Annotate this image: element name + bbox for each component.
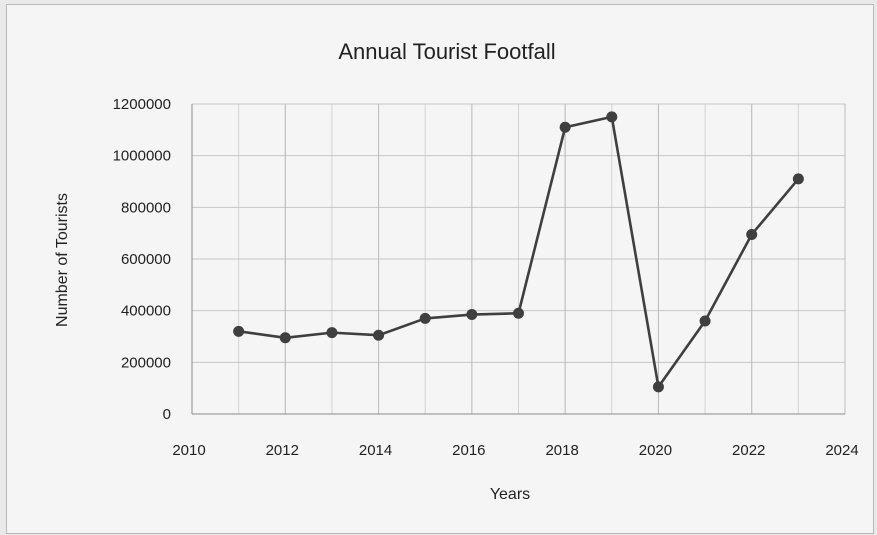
y-tick-label: 1200000 (113, 96, 171, 113)
data-point (466, 309, 478, 321)
y-tick-label: 800000 (121, 199, 171, 216)
data-point (233, 325, 245, 337)
y-tick-label: 0 (163, 406, 171, 423)
axes (191, 104, 845, 415)
data-point (652, 381, 664, 393)
y-tick-label: 600000 (121, 251, 171, 268)
y-tick-label: 400000 (121, 303, 171, 320)
chart-title: Annual Tourist Footfall (338, 39, 555, 64)
y-tick-label: 1000000 (113, 148, 171, 165)
chart-frame: Annual Tourist Footfall 0 200000 400000 600… (6, 4, 874, 534)
series (233, 111, 804, 393)
x-tick-label: 2018 (545, 442, 578, 459)
y-axis-title: Number of Tourists (54, 193, 71, 327)
y-tick-label: 200000 (121, 354, 171, 371)
x-tick-label: 2022 (732, 442, 765, 459)
line-chart: Annual Tourist Footfall 0 200000 400000 600… (54, 39, 859, 503)
x-axis-title: Years (490, 486, 530, 503)
x-tick-labels: 2010 2012 2014 2016 2018 2020 2022 2024 (172, 442, 858, 459)
data-point (513, 307, 524, 319)
data-point (373, 329, 385, 341)
data-point (606, 111, 618, 123)
data-point (746, 228, 758, 240)
data-point (326, 327, 338, 339)
x-tick-label: 2010 (172, 442, 205, 459)
x-tick-label: 2016 (452, 442, 485, 459)
data-point (419, 312, 431, 324)
x-tick-label: 2014 (359, 442, 392, 459)
y-tick-labels: 0 200000 400000 600000 800000 1000000 1200000 (113, 96, 171, 423)
data-point (699, 315, 711, 327)
data-point (559, 121, 571, 133)
data-point (279, 332, 291, 344)
grid (191, 103, 846, 415)
data-point (792, 173, 804, 185)
x-tick-label: 2020 (639, 442, 672, 459)
x-tick-label: 2012 (266, 442, 299, 459)
x-tick-label: 2024 (825, 442, 858, 459)
